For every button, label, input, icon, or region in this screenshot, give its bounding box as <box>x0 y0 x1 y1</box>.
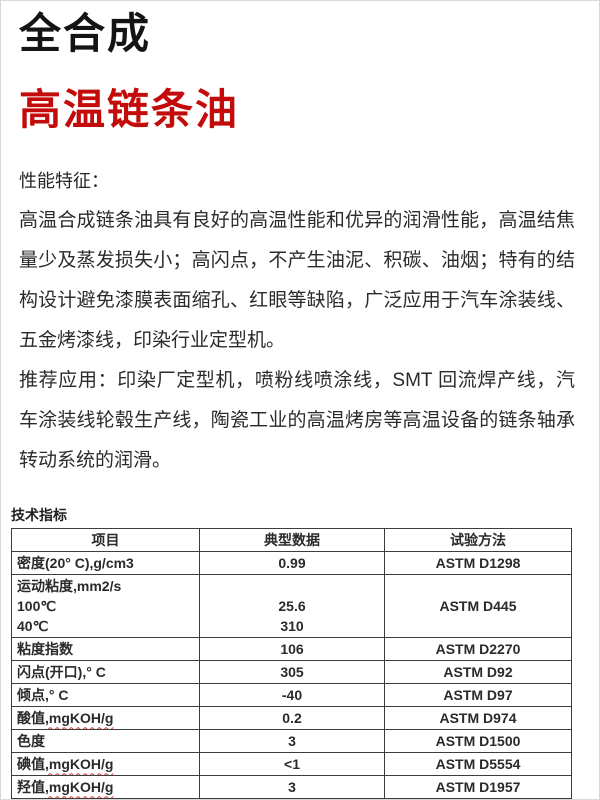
spellcheck-underlined-text: ,mgKOH/g <box>45 756 114 773</box>
spec-method-cell: ASTM D1298 <box>384 551 572 576</box>
spec-item-cell: 羟值,mgKOH/g <box>11 775 200 799</box>
spec-column-header: 试验方法 <box>384 528 572 553</box>
table-row: 密度(20° C),g/cm3 0.99 ASTM D1298 <box>11 551 572 576</box>
spellcheck-underlined-text: ,mgKOH/g <box>45 779 114 796</box>
spec-value-cell: 106 <box>199 637 385 662</box>
spec-value-cell: 25.6 310 <box>199 574 385 639</box>
spec-method-cell: ASTM D92 <box>384 660 572 685</box>
spec-value-cell: 0.99 <box>199 551 385 576</box>
spec-value-cell: 0.2 <box>199 706 385 731</box>
spec-column-header: 典型数据 <box>199 528 385 553</box>
spec-value-cell: 3 <box>199 729 385 754</box>
spec-method-cell: ASTM D5554 <box>384 752 572 777</box>
spec-method-cell: ASTM D1500 <box>384 729 572 754</box>
table-row: 酸值,mgKOH/g 0.2 ASTM D974 <box>11 706 572 731</box>
table-row: 色度 3 ASTM D1500 <box>11 729 572 754</box>
spec-item-cell: 色度 <box>11 729 200 754</box>
spec-method-cell: ASTM D974 <box>384 706 572 731</box>
product-title-line1: 全合成 <box>19 10 152 57</box>
table-row: 闪点(开口),° C 305 ASTM D92 <box>11 660 572 685</box>
spec-table-header-row: 项目 典型数据 试验方法 <box>11 528 572 553</box>
table-row: 倾点,° C -40 ASTM D97 <box>11 683 572 708</box>
spec-item-cell: 碘值,mgKOH/g <box>11 752 200 777</box>
spec-item-cell: 运动粘度,mm2/s 100℃ 40℃ <box>11 574 200 639</box>
table-row: 运动粘度,mm2/s 100℃ 40℃ 25.6 310 ASTM D445 <box>11 574 572 639</box>
spec-item-cell: 闪点(开口),° C <box>11 660 200 685</box>
spellcheck-underlined-text: ,mgKOH/g <box>45 710 114 727</box>
features-paragraph: 高温合成链条油具有良好的高温性能和优异的润滑性能，高温结焦量少及蒸发损失小；高闪… <box>19 210 575 352</box>
features-heading: 性能特征： <box>19 171 109 192</box>
table-row: 羟值,mgKOH/g 3 ASTM D1957 <box>11 775 572 799</box>
spec-item-cell: 密度(20° C),g/cm3 <box>11 551 200 576</box>
spec-table-body: 密度(20° C),g/cm3 0.99 ASTM D1298 运动粘度,mm2/s 1… <box>11 551 572 799</box>
spec-value-cell: 3 <box>199 775 385 799</box>
table-row: 粘度指数 106 ASTM D2270 <box>11 637 572 662</box>
spec-method-cell: ASTM D2270 <box>384 637 572 662</box>
spec-value-cell: -40 <box>199 683 385 708</box>
spec-method-cell: ASTM D1957 <box>384 775 572 799</box>
table-row: 碘值,mgKOH/g <1 ASTM D5554 <box>11 752 572 777</box>
spec-table: 项目 典型数据 试验方法 密度(20° C),g/cm3 0.99 ASTM D1298… <box>11 528 572 799</box>
spec-column-header: 项目 <box>11 528 200 553</box>
applications-paragraph: 推荐应用：印染厂定型机，喷粉线喷涂线，SMT 回流焊产线，汽车涂装线轮毂生产线，… <box>19 370 575 472</box>
product-title-line2: 高温链条油 <box>19 86 240 134</box>
spec-value-cell: <1 <box>199 752 385 777</box>
spec-item-cell: 酸值,mgKOH/g <box>11 706 200 731</box>
spec-method-cell: ASTM D445 <box>384 574 572 639</box>
spec-table-caption: 技术指标 <box>11 507 67 524</box>
spec-item-cell: 粘度指数 <box>11 637 200 662</box>
spec-method-cell: ASTM D97 <box>384 683 572 708</box>
spec-value-cell: 305 <box>199 660 385 685</box>
spec-item-cell: 倾点,° C <box>11 683 200 708</box>
